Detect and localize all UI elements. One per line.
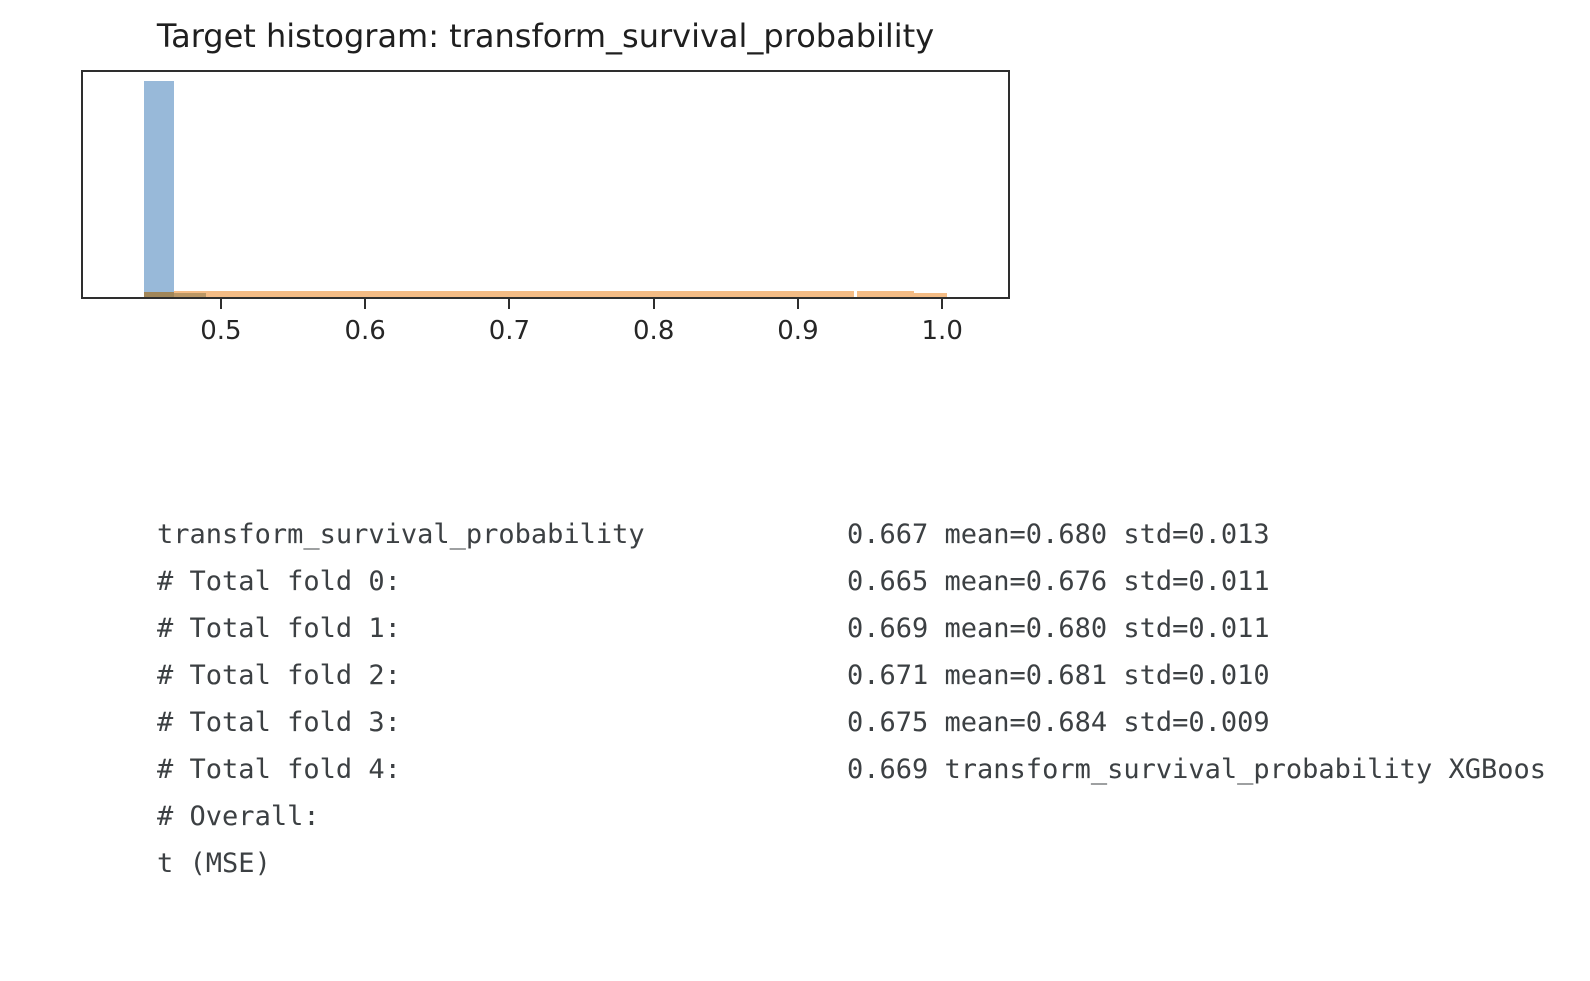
console-line-value: 0.669 transform_survival_probability XGB… bbox=[847, 754, 1546, 785]
console-line: t (MSE) bbox=[92, 793, 1582, 879]
prediction-histogram-bar bbox=[174, 291, 854, 297]
console-line: # Total fold 0: 0.667 mean=0.680 std=0.0… bbox=[92, 511, 1582, 597]
console-line-value: 0.667 mean=0.680 std=0.013 bbox=[847, 519, 1270, 550]
x-tick bbox=[652, 299, 655, 309]
x-tick-label: 0.8 bbox=[633, 316, 675, 346]
prediction-histogram-bar bbox=[856, 291, 915, 297]
console-line-label: transform_survival_probability bbox=[157, 519, 645, 550]
console-line-value: 0.665 mean=0.676 std=0.011 bbox=[847, 566, 1270, 597]
prediction-histogram-bar bbox=[914, 293, 948, 297]
console-line: # Total fold 1: 0.665 mean=0.676 std=0.0… bbox=[92, 558, 1582, 644]
x-tick-label: 0.9 bbox=[777, 316, 819, 346]
console-line-label: # Total fold 3: bbox=[157, 707, 401, 738]
x-tick-label: 0.6 bbox=[344, 316, 386, 346]
x-tick bbox=[941, 299, 944, 309]
console-line: # Overall: 0.669 transform_survival_prob… bbox=[92, 746, 1582, 832]
x-tick-labels: 0.5 0.6 0.7 0.8 0.9 1.0 bbox=[81, 316, 1010, 348]
console-line-label: # Total fold 4: bbox=[157, 754, 401, 785]
console-line: # Total fold 3: 0.671 mean=0.681 std=0.0… bbox=[92, 652, 1582, 738]
x-tick-label: 1.0 bbox=[921, 316, 963, 346]
x-tick bbox=[364, 299, 367, 309]
overlap-histogram-bar bbox=[144, 292, 175, 297]
chart-title: Target histogram: transform_survival_pro… bbox=[156, 17, 935, 55]
console-line: # Total fold 4: 0.675 mean=0.684 std=0.0… bbox=[92, 699, 1582, 785]
x-tick-label: 0.5 bbox=[200, 316, 242, 346]
x-axis bbox=[81, 299, 1010, 311]
target-histogram-bar bbox=[144, 81, 175, 297]
console-line: # Total fold 2: 0.669 mean=0.680 std=0.0… bbox=[92, 605, 1582, 691]
console-line-value: 0.671 mean=0.681 std=0.010 bbox=[847, 660, 1270, 691]
console-line-label: # Total fold 2: bbox=[157, 660, 401, 691]
console-line-label: # Overall: bbox=[157, 801, 320, 832]
console-line-label: # Total fold 1: bbox=[157, 613, 401, 644]
x-tick-label: 0.7 bbox=[488, 316, 531, 346]
console-line-label: # Total fold 0: bbox=[157, 566, 401, 597]
x-tick bbox=[219, 299, 222, 309]
console-output: transform_survival_probability # Total f… bbox=[92, 464, 1582, 879]
x-tick bbox=[796, 299, 799, 309]
x-tick bbox=[508, 299, 511, 309]
console-line: transform_survival_probability bbox=[92, 464, 1582, 550]
console-line-value: 0.675 mean=0.684 std=0.009 bbox=[847, 707, 1270, 738]
plot-area bbox=[81, 70, 1010, 299]
console-line-label: t (MSE) bbox=[157, 848, 271, 879]
overlap-histogram-bar bbox=[174, 293, 207, 297]
console-line-value: 0.669 mean=0.680 std=0.011 bbox=[847, 613, 1270, 644]
